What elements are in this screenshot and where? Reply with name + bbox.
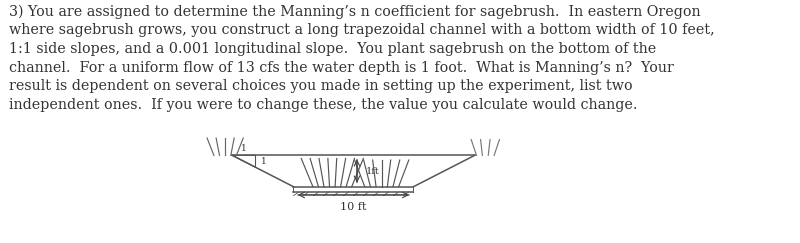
Text: 10 ft: 10 ft (340, 202, 366, 212)
Text: 1: 1 (261, 157, 267, 166)
Text: 1ft: 1ft (366, 166, 380, 175)
Text: 3) You are assigned to determine the Manning’s n coefficient for sagebrush.  In : 3) You are assigned to determine the Man… (9, 4, 714, 112)
Text: 1: 1 (241, 144, 246, 153)
